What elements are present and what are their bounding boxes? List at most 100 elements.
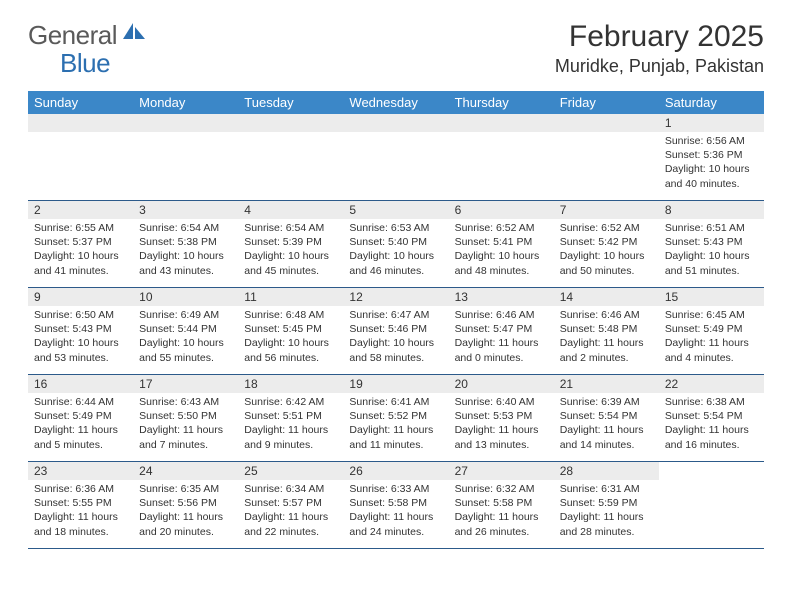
sunrise-text: Sunrise: 6:54 AM <box>244 221 337 235</box>
day-cell: 28Sunrise: 6:31 AMSunset: 5:59 PMDayligh… <box>554 462 659 548</box>
day-number: 21 <box>554 375 659 393</box>
daylight-line2: and 0 minutes. <box>455 351 548 365</box>
day-number: 1 <box>659 114 764 132</box>
daylight-line1: Daylight: 11 hours <box>665 336 758 350</box>
day-header-row: SundayMondayTuesdayWednesdayThursdayFrid… <box>28 91 764 114</box>
day-cell: 17Sunrise: 6:43 AMSunset: 5:50 PMDayligh… <box>133 375 238 461</box>
daylight-line1: Daylight: 11 hours <box>665 423 758 437</box>
sunset-text: Sunset: 5:58 PM <box>455 496 548 510</box>
day-content: Sunrise: 6:56 AMSunset: 5:36 PMDaylight:… <box>659 132 764 195</box>
week-row: 2Sunrise: 6:55 AMSunset: 5:37 PMDaylight… <box>28 201 764 288</box>
day-cell: 13Sunrise: 6:46 AMSunset: 5:47 PMDayligh… <box>449 288 554 374</box>
day-number: 11 <box>238 288 343 306</box>
day-cell: 24Sunrise: 6:35 AMSunset: 5:56 PMDayligh… <box>133 462 238 548</box>
week-row: 16Sunrise: 6:44 AMSunset: 5:49 PMDayligh… <box>28 375 764 462</box>
daylight-line1: Daylight: 10 hours <box>349 249 442 263</box>
daylight-line2: and 41 minutes. <box>34 264 127 278</box>
sunset-text: Sunset: 5:41 PM <box>455 235 548 249</box>
day-cell: 27Sunrise: 6:32 AMSunset: 5:58 PMDayligh… <box>449 462 554 548</box>
day-number: 12 <box>343 288 448 306</box>
day-content: Sunrise: 6:36 AMSunset: 5:55 PMDaylight:… <box>28 480 133 543</box>
week-row: 23Sunrise: 6:36 AMSunset: 5:55 PMDayligh… <box>28 462 764 549</box>
day-cell: 15Sunrise: 6:45 AMSunset: 5:49 PMDayligh… <box>659 288 764 374</box>
day-cell: 12Sunrise: 6:47 AMSunset: 5:46 PMDayligh… <box>343 288 448 374</box>
daylight-line1: Daylight: 10 hours <box>34 249 127 263</box>
day-cell <box>133 114 238 200</box>
day-cell <box>343 114 448 200</box>
day-header-cell: Friday <box>554 91 659 114</box>
logo-text-general: General <box>28 20 117 51</box>
day-cell: 18Sunrise: 6:42 AMSunset: 5:51 PMDayligh… <box>238 375 343 461</box>
sunset-text: Sunset: 5:46 PM <box>349 322 442 336</box>
day-content: Sunrise: 6:31 AMSunset: 5:59 PMDaylight:… <box>554 480 659 543</box>
sunset-text: Sunset: 5:51 PM <box>244 409 337 423</box>
day-cell: 10Sunrise: 6:49 AMSunset: 5:44 PMDayligh… <box>133 288 238 374</box>
daylight-line1: Daylight: 11 hours <box>560 336 653 350</box>
day-number: 9 <box>28 288 133 306</box>
day-content: Sunrise: 6:55 AMSunset: 5:37 PMDaylight:… <box>28 219 133 282</box>
week-row: 9Sunrise: 6:50 AMSunset: 5:43 PMDaylight… <box>28 288 764 375</box>
day-content: Sunrise: 6:44 AMSunset: 5:49 PMDaylight:… <box>28 393 133 456</box>
daylight-line2: and 5 minutes. <box>34 438 127 452</box>
sunset-text: Sunset: 5:53 PM <box>455 409 548 423</box>
logo-sail-icon <box>123 21 149 46</box>
daylight-line2: and 40 minutes. <box>665 177 758 191</box>
day-cell: 6Sunrise: 6:52 AMSunset: 5:41 PMDaylight… <box>449 201 554 287</box>
sunrise-text: Sunrise: 6:52 AM <box>560 221 653 235</box>
day-number: 25 <box>238 462 343 480</box>
day-cell: 21Sunrise: 6:39 AMSunset: 5:54 PMDayligh… <box>554 375 659 461</box>
sunset-text: Sunset: 5:49 PM <box>665 322 758 336</box>
daylight-line2: and 4 minutes. <box>665 351 758 365</box>
day-number: 13 <box>449 288 554 306</box>
daylight-line1: Daylight: 11 hours <box>349 510 442 524</box>
sunrise-text: Sunrise: 6:45 AM <box>665 308 758 322</box>
calendar: SundayMondayTuesdayWednesdayThursdayFrid… <box>28 91 764 549</box>
day-content: Sunrise: 6:32 AMSunset: 5:58 PMDaylight:… <box>449 480 554 543</box>
day-cell: 22Sunrise: 6:38 AMSunset: 5:54 PMDayligh… <box>659 375 764 461</box>
sunrise-text: Sunrise: 6:55 AM <box>34 221 127 235</box>
sunrise-text: Sunrise: 6:46 AM <box>560 308 653 322</box>
sunrise-text: Sunrise: 6:44 AM <box>34 395 127 409</box>
sunset-text: Sunset: 5:39 PM <box>244 235 337 249</box>
daylight-line2: and 13 minutes. <box>455 438 548 452</box>
day-number: 14 <box>554 288 659 306</box>
day-cell <box>28 114 133 200</box>
daylight-line1: Daylight: 11 hours <box>244 423 337 437</box>
sunset-text: Sunset: 5:54 PM <box>665 409 758 423</box>
day-number: 27 <box>449 462 554 480</box>
logo-text-blue: Blue <box>60 48 110 78</box>
sunrise-text: Sunrise: 6:53 AM <box>349 221 442 235</box>
daylight-line1: Daylight: 10 hours <box>34 336 127 350</box>
weeks-container: 1Sunrise: 6:56 AMSunset: 5:36 PMDaylight… <box>28 114 764 549</box>
sunset-text: Sunset: 5:55 PM <box>34 496 127 510</box>
sunset-text: Sunset: 5:38 PM <box>139 235 232 249</box>
day-header-cell: Monday <box>133 91 238 114</box>
day-number-bar <box>554 114 659 132</box>
daylight-line2: and 56 minutes. <box>244 351 337 365</box>
daylight-line2: and 51 minutes. <box>665 264 758 278</box>
daylight-line2: and 9 minutes. <box>244 438 337 452</box>
sunset-text: Sunset: 5:45 PM <box>244 322 337 336</box>
sunset-text: Sunset: 5:43 PM <box>665 235 758 249</box>
sunrise-text: Sunrise: 6:31 AM <box>560 482 653 496</box>
daylight-line2: and 55 minutes. <box>139 351 232 365</box>
daylight-line2: and 46 minutes. <box>349 264 442 278</box>
day-content: Sunrise: 6:53 AMSunset: 5:40 PMDaylight:… <box>343 219 448 282</box>
day-content: Sunrise: 6:54 AMSunset: 5:38 PMDaylight:… <box>133 219 238 282</box>
day-cell: 9Sunrise: 6:50 AMSunset: 5:43 PMDaylight… <box>28 288 133 374</box>
day-cell <box>238 114 343 200</box>
daylight-line2: and 58 minutes. <box>349 351 442 365</box>
day-content: Sunrise: 6:34 AMSunset: 5:57 PMDaylight:… <box>238 480 343 543</box>
sunset-text: Sunset: 5:47 PM <box>455 322 548 336</box>
sunrise-text: Sunrise: 6:50 AM <box>34 308 127 322</box>
sunrise-text: Sunrise: 6:43 AM <box>139 395 232 409</box>
day-number: 8 <box>659 201 764 219</box>
day-cell: 3Sunrise: 6:54 AMSunset: 5:38 PMDaylight… <box>133 201 238 287</box>
day-number: 16 <box>28 375 133 393</box>
day-content: Sunrise: 6:40 AMSunset: 5:53 PMDaylight:… <box>449 393 554 456</box>
sunset-text: Sunset: 5:48 PM <box>560 322 653 336</box>
day-cell: 1Sunrise: 6:56 AMSunset: 5:36 PMDaylight… <box>659 114 764 200</box>
daylight-line1: Daylight: 10 hours <box>349 336 442 350</box>
header: General Blue February 2025 Muridke, Punj… <box>0 0 792 85</box>
day-content: Sunrise: 6:42 AMSunset: 5:51 PMDaylight:… <box>238 393 343 456</box>
